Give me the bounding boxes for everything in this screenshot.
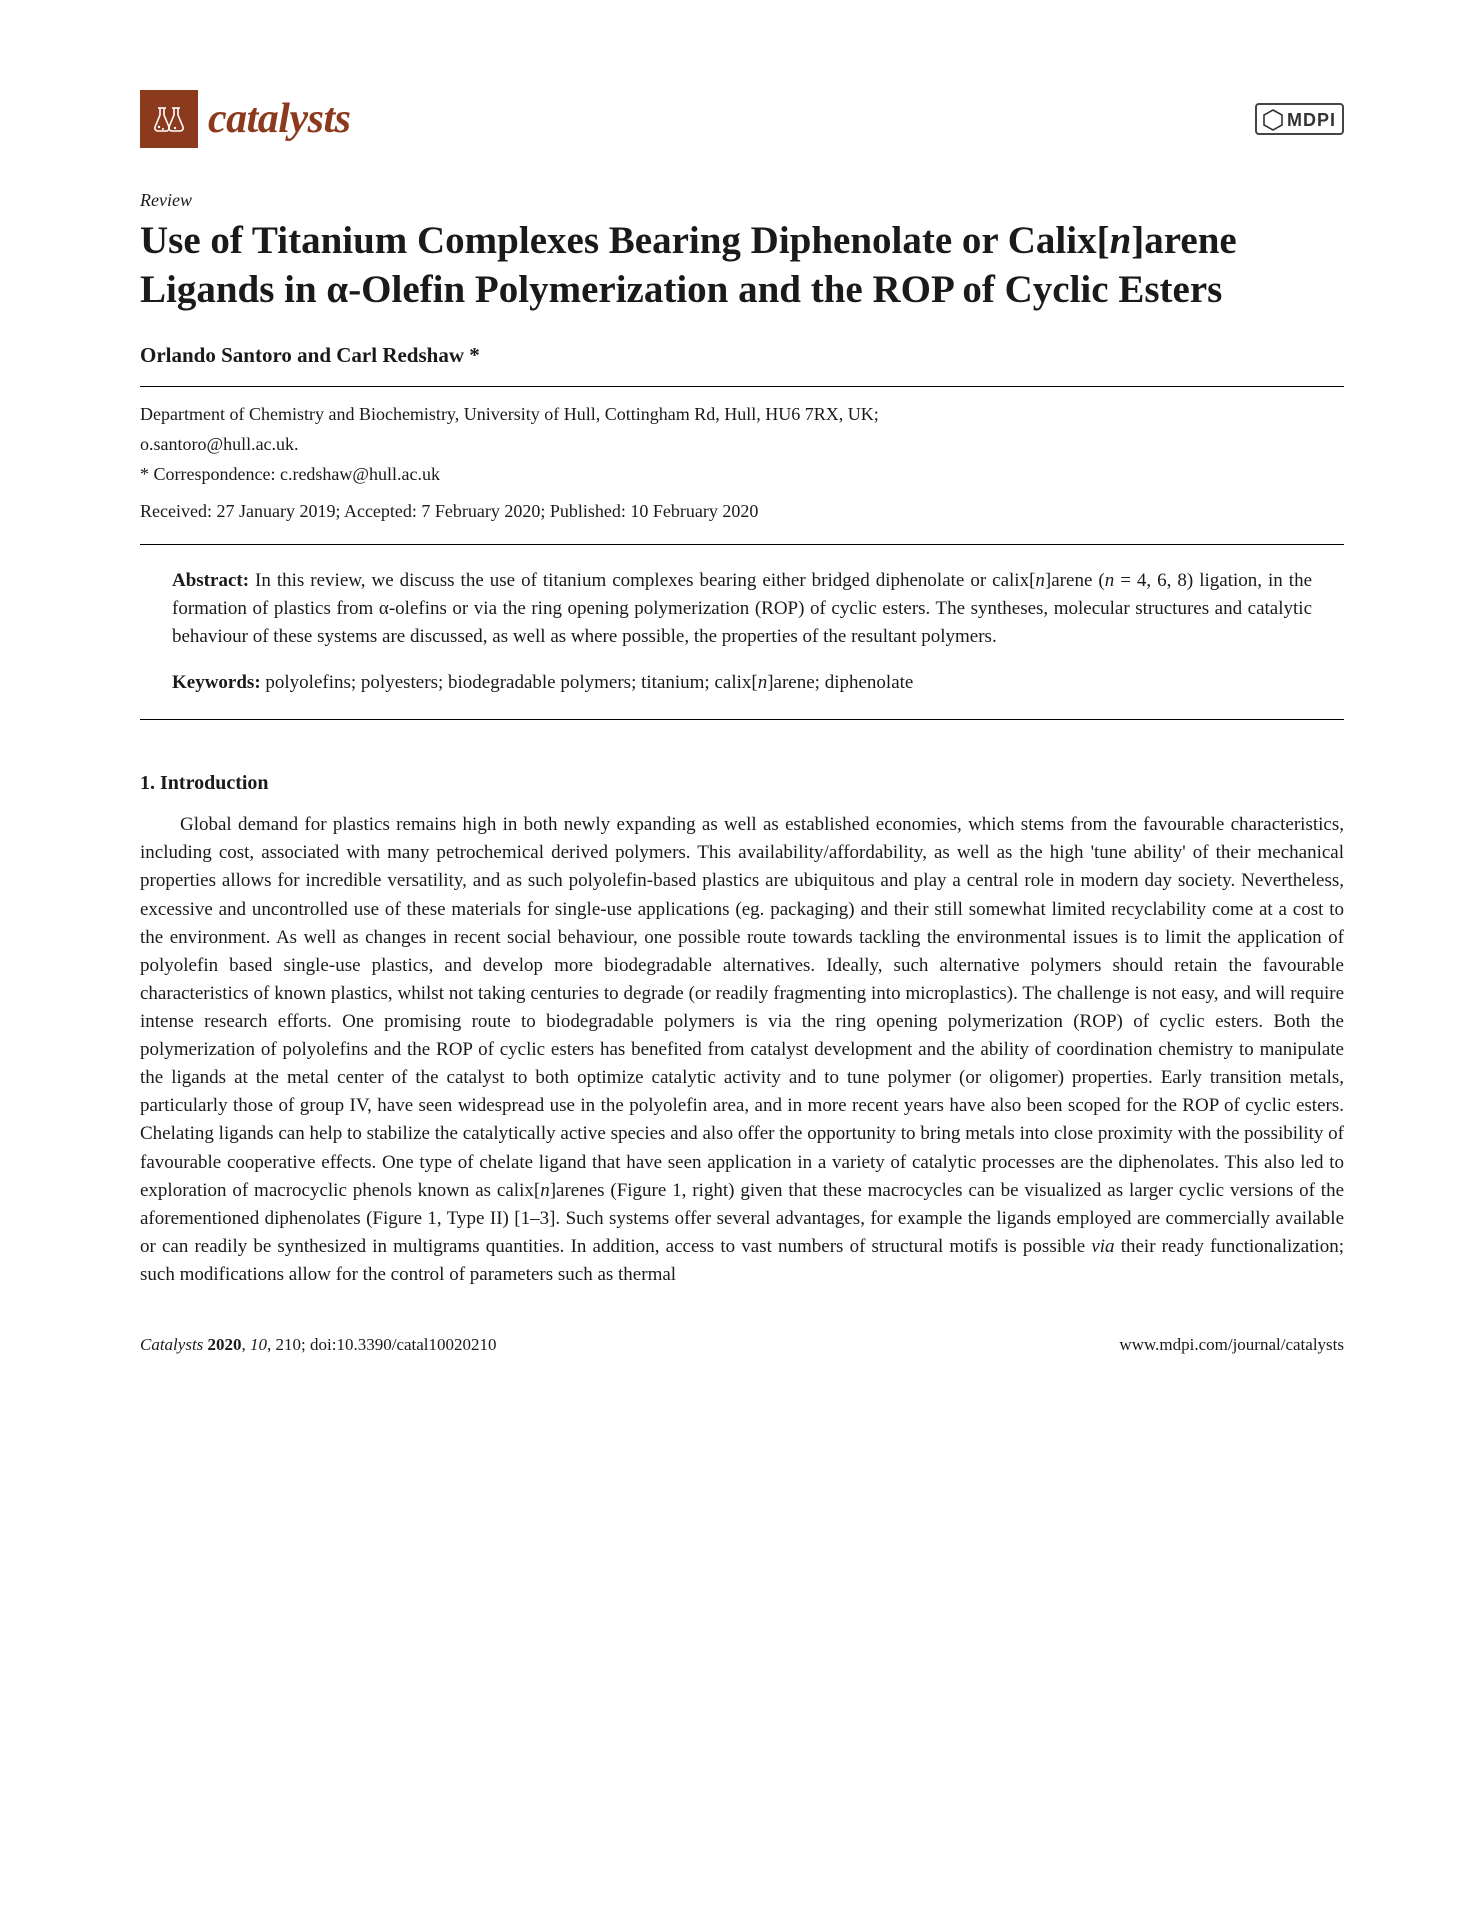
article-dates: Received: 27 January 2019; Accepted: 7 F… (140, 501, 1344, 522)
divider (140, 386, 1344, 387)
publisher-logo: MDPI (1255, 103, 1344, 135)
abstract-text: In this review, we discuss the use of ti… (172, 570, 1312, 647)
affiliation-line: Department of Chemistry and Biochemistry… (140, 401, 1344, 427)
article-type: Review (140, 190, 1344, 211)
footer-url: www.mdpi.com/journal/catalysts (1119, 1335, 1344, 1355)
keywords-text: polyolefins; polyesters; biodegradable p… (265, 672, 913, 693)
footer-citation: Catalysts 2020, 10, 210; doi:10.3390/cat… (140, 1335, 497, 1355)
page-footer: Catalysts 2020, 10, 210; doi:10.3390/cat… (140, 1335, 1344, 1355)
divider (140, 544, 1344, 545)
keywords-label: Keywords: (172, 672, 261, 693)
journal-logo: catalysts (140, 90, 350, 148)
article-title: Use of Titanium Complexes Bearing Diphen… (140, 217, 1344, 315)
divider (140, 719, 1344, 720)
keywords: Keywords: polyolefins; polyesters; biode… (172, 669, 1312, 697)
page-header: catalysts MDPI (140, 90, 1344, 148)
section-heading: 1. Introduction (140, 772, 1344, 795)
journal-name: catalysts (208, 95, 350, 143)
authors: Orlando Santoro and Carl Redshaw * (140, 343, 1344, 368)
flask-icon (140, 90, 198, 148)
publisher-name: MDPI (1287, 110, 1336, 131)
correspondence: * Correspondence: c.redshaw@hull.ac.uk (140, 461, 1344, 487)
abstract-label: Abstract: (172, 570, 249, 591)
abstract: Abstract: In this review, we discuss the… (172, 567, 1312, 651)
affiliation-email: o.santoro@hull.ac.uk. (140, 431, 1344, 457)
hexagon-icon (1263, 109, 1283, 131)
body-paragraph: Global demand for plastics remains high … (140, 811, 1344, 1289)
